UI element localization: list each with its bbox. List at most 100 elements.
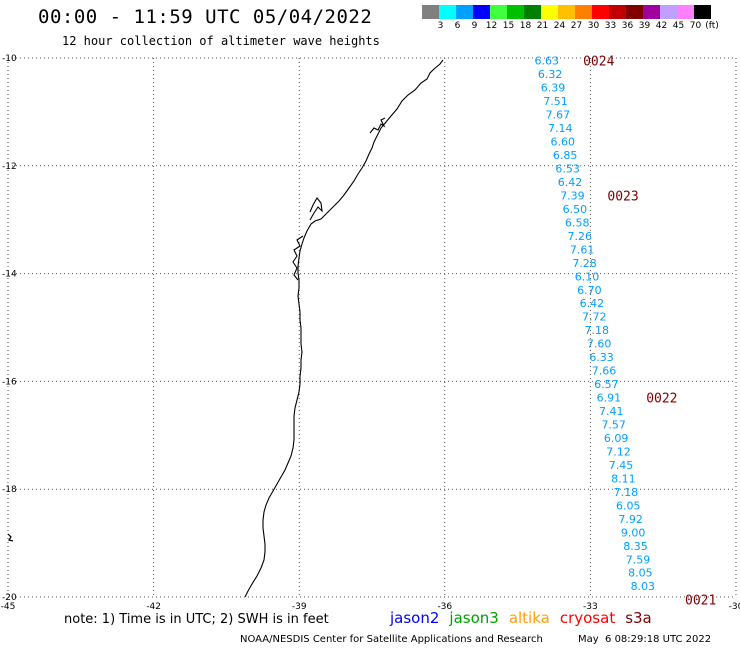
scale-label: 45 xyxy=(672,21,685,31)
altimeter-track: 6.636.326.397.517.677.146.606.856.536.42… xyxy=(534,55,655,594)
swh-value: 8.05 xyxy=(628,567,653,580)
swh-value: 6.53 xyxy=(555,162,580,175)
scale-label: 39 xyxy=(638,21,651,31)
swh-value: 7.14 xyxy=(548,122,573,135)
swh-value: 6.05 xyxy=(616,499,641,512)
scale-swatch xyxy=(541,5,558,19)
scale-swatch xyxy=(609,5,626,19)
satellite-altika: altika xyxy=(508,609,550,627)
footer-note: note: 1) Time is in UTC; 2) SWH is in fe… xyxy=(64,612,329,627)
scale-label: 15 xyxy=(502,21,515,31)
swh-value: 6.42 xyxy=(580,297,605,310)
lat-tick-label: -20 xyxy=(2,593,17,603)
scale-swatch xyxy=(643,5,660,19)
credit-text: NOAA/NESDIS Center for Satellite Applica… xyxy=(240,634,543,645)
scale-label: 18 xyxy=(519,21,532,31)
lat-tick-label: -12 xyxy=(2,162,17,172)
pass-number: 0022 xyxy=(646,392,677,407)
scale-label: 33 xyxy=(604,21,617,31)
pass-number: 0023 xyxy=(607,189,638,204)
swh-value: 7.41 xyxy=(599,405,624,418)
scale-label: 12 xyxy=(485,21,498,31)
swh-value: 6.70 xyxy=(577,284,602,297)
scale-label: 70 xyxy=(689,21,702,31)
map-subtitle: 12 hour collection of altimeter wave hei… xyxy=(62,34,380,48)
brazil-coastline xyxy=(244,59,444,598)
swh-value: 9.00 xyxy=(621,526,646,539)
swh-value: 7.26 xyxy=(567,230,592,243)
scale-swatch xyxy=(507,5,524,19)
lat-tick-label: -16 xyxy=(2,377,17,387)
scale-label: 27 xyxy=(570,21,583,31)
coastline-inlet-south xyxy=(292,197,323,281)
scale-swatch xyxy=(456,5,473,19)
wave-height-color-scale xyxy=(422,5,711,19)
scale-label: 24 xyxy=(553,21,566,31)
swh-value: 7.92 xyxy=(618,513,643,526)
swh-value: 8.35 xyxy=(623,540,648,553)
satellite-jason3: jason3 xyxy=(449,609,499,627)
scale-swatch xyxy=(592,5,609,19)
lat-tick-label: -18 xyxy=(2,485,17,495)
lon-tick-label: -30 xyxy=(729,602,740,612)
coastline-fragment xyxy=(7,533,14,542)
scale-swatch xyxy=(422,5,439,19)
scale-swatch xyxy=(558,5,575,19)
swh-value: 6.32 xyxy=(538,68,563,81)
swh-value: 8.11 xyxy=(611,472,636,485)
swh-value: 7.67 xyxy=(546,109,571,122)
generated-timestamp: May 6 08:29:18 UTC 2022 xyxy=(578,634,712,645)
scale-label: 21 xyxy=(536,21,549,31)
scale-swatch xyxy=(439,5,456,19)
satellite-legend: jason2 jason3 altika cryosat s3a xyxy=(390,609,662,627)
pass-number: 0021 xyxy=(685,594,716,609)
swh-value: 6.85 xyxy=(553,149,578,162)
swh-value: 7.18 xyxy=(584,324,609,337)
satellite-s3a: s3a xyxy=(625,609,652,627)
scale-swatch xyxy=(524,5,541,19)
swh-value: 8.03 xyxy=(631,580,656,593)
scale-swatch xyxy=(626,5,643,19)
map-title: 00:00 - 11:59 UTC 05/04/2022 xyxy=(38,6,373,28)
scale-label: 30 xyxy=(587,21,600,31)
swh-value: 6.50 xyxy=(563,203,588,216)
scale-unit: (ft) xyxy=(705,21,719,31)
swh-value: 6.57 xyxy=(594,378,619,391)
scale-swatch xyxy=(694,5,711,19)
scale-label: 42 xyxy=(655,21,668,31)
swh-value: 6.39 xyxy=(541,82,566,95)
swh-value: 6.60 xyxy=(550,136,575,149)
lat-tick-label: -10 xyxy=(2,54,17,64)
swh-value: 7.61 xyxy=(570,243,595,256)
swh-value: 7.66 xyxy=(592,365,617,378)
swh-value: 6.58 xyxy=(565,216,590,229)
scale-swatch xyxy=(575,5,592,19)
satellite-cryosat: cryosat xyxy=(559,609,616,627)
scale-label: 6 xyxy=(454,21,461,31)
swh-value: 7.57 xyxy=(601,419,626,432)
swh-value: 6.42 xyxy=(558,176,583,189)
map-grid xyxy=(7,57,737,598)
lat-tick-label: -14 xyxy=(2,270,17,280)
pass-number: 0024 xyxy=(583,55,614,70)
swh-value: 7.18 xyxy=(614,486,639,499)
scale-swatch xyxy=(677,5,694,19)
lon-tick-label: -36 xyxy=(437,602,452,612)
coastline xyxy=(7,59,444,598)
swh-value: 7.12 xyxy=(606,445,631,458)
scale-swatch xyxy=(490,5,507,19)
swh-value: 6.91 xyxy=(597,392,622,405)
satellite-jason2: jason2 xyxy=(390,609,440,627)
swh-value: 6.10 xyxy=(575,270,600,283)
swh-value: 7.45 xyxy=(609,459,634,472)
swh-value: 7.51 xyxy=(543,95,568,108)
swh-value: 7.28 xyxy=(572,257,597,270)
lon-tick-label: -39 xyxy=(292,602,307,612)
swh-value: 6.33 xyxy=(589,351,614,364)
scale-swatch xyxy=(473,5,490,19)
lon-tick-label: -33 xyxy=(583,602,598,612)
swh-value: 7.39 xyxy=(560,189,585,202)
swh-value: 7.59 xyxy=(626,553,651,566)
scale-label: 3 xyxy=(437,21,444,31)
